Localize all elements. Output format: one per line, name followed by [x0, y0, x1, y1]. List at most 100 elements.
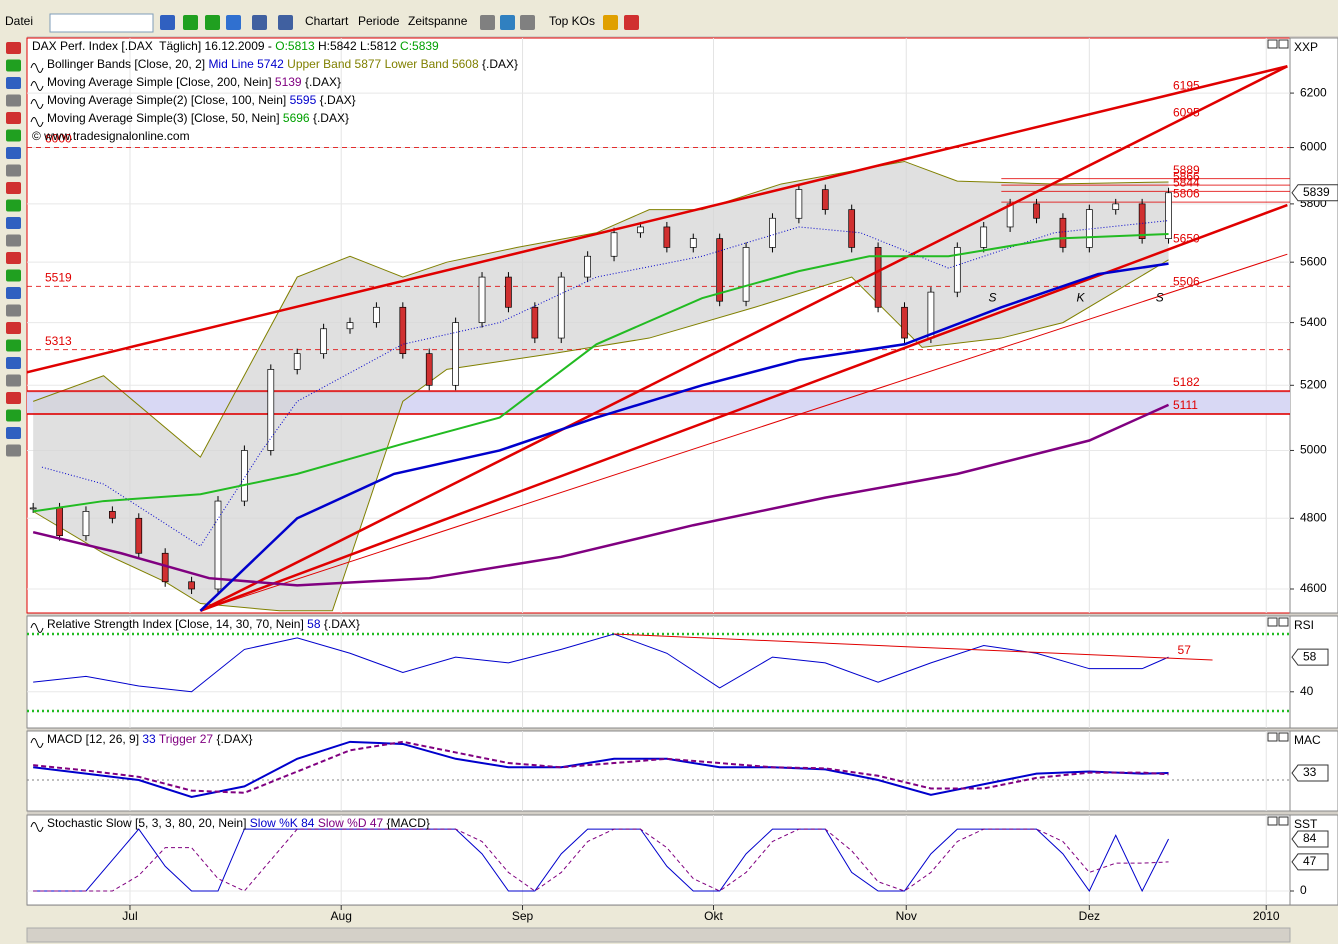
- tool-icon[interactable]: [6, 94, 21, 107]
- tool-icon[interactable]: [6, 357, 21, 369]
- indicator-line: [33, 828, 1169, 892]
- level-label: 5182: [1173, 375, 1200, 389]
- tool-icon[interactable]: [6, 182, 21, 194]
- legend-segment: 58: [307, 617, 321, 631]
- level-label: 5806: [1173, 186, 1200, 200]
- tool-icon[interactable]: [6, 199, 21, 212]
- candle: [1138, 203, 1146, 239]
- tool-icon[interactable]: [6, 164, 21, 177]
- tool-icon[interactable]: [6, 409, 21, 422]
- legend-line: Bollinger Bands [Close, 20, 2] Mid Line …: [47, 57, 518, 71]
- tool-icon[interactable]: [6, 252, 21, 264]
- tool-icon[interactable]: [6, 427, 21, 439]
- level-label: 6000: [45, 132, 72, 146]
- axis-title: RSI: [1294, 618, 1314, 632]
- level-label: 5866: [1173, 169, 1200, 183]
- y-tick-label: 6200: [1300, 85, 1327, 99]
- y-tick-label: 4600: [1300, 581, 1327, 595]
- tool-icon[interactable]: [6, 304, 21, 317]
- tool-icon[interactable]: [6, 234, 21, 247]
- toolbar: [0, 0, 1338, 36]
- candle: [557, 276, 565, 339]
- panel-button[interactable]: [1278, 617, 1289, 627]
- y-tick-label: 5200: [1300, 377, 1327, 391]
- menu-item[interactable]: Zeitspanne: [408, 14, 468, 28]
- level-label: 5506: [1173, 274, 1200, 288]
- search-input[interactable]: [49, 13, 154, 33]
- tool-icon[interactable]: [6, 217, 21, 229]
- candle: [56, 507, 63, 537]
- panel-button[interactable]: [1278, 39, 1289, 49]
- panel-button[interactable]: [1278, 732, 1289, 742]
- legend-segment: {.DAX}: [213, 732, 252, 746]
- panel-button[interactable]: [1267, 732, 1278, 742]
- toolbar-icon[interactable]: [226, 15, 241, 30]
- annotation: S: [989, 290, 997, 304]
- tool-icon[interactable]: [6, 147, 21, 159]
- tool-icon[interactable]: [6, 269, 21, 282]
- tool-icon[interactable]: [6, 322, 21, 334]
- tool-icon[interactable]: [6, 392, 21, 404]
- menu-item[interactable]: Periode: [358, 14, 400, 28]
- candle: [1165, 192, 1172, 239]
- toolbar-icon[interactable]: [480, 15, 495, 30]
- legend-segment: Mid Line 5742: [208, 57, 284, 71]
- menu-item[interactable]: Top KOs: [549, 14, 595, 28]
- tool-icon[interactable]: [6, 77, 21, 89]
- legend-line: © www.tradesignalonline.com: [32, 129, 190, 143]
- toolbar-icon[interactable]: [603, 15, 618, 30]
- tool-icon[interactable]: [6, 374, 21, 387]
- x-tick-label: Aug: [331, 909, 352, 923]
- y-tick-label: 0: [1300, 883, 1307, 897]
- candle: [452, 322, 459, 386]
- legend-segment: Moving Average Simple(3) [Close, 50, Nei…: [47, 111, 283, 125]
- toolbar-icon[interactable]: [205, 15, 220, 30]
- panel-button[interactable]: [1267, 816, 1278, 826]
- menu-item[interactable]: Datei: [5, 14, 33, 28]
- plot: [27, 616, 1290, 728]
- plot: [27, 815, 1290, 905]
- toolbar-icon[interactable]: [252, 15, 267, 30]
- legend-segment: DAX Perf. Index [.DAX Täglich] 16.12.200…: [32, 39, 275, 53]
- legend-icon: [30, 117, 44, 127]
- toolbar-icon[interactable]: [624, 15, 639, 30]
- tool-icon[interactable]: [6, 339, 21, 352]
- legend-icon: [30, 99, 44, 109]
- toolbar-icon[interactable]: [183, 15, 198, 30]
- tool-icon[interactable]: [6, 59, 21, 72]
- candle: [214, 500, 222, 590]
- axis-column: [1289, 615, 1338, 729]
- menu-item[interactable]: Chartart: [305, 14, 349, 28]
- legend-icon: [30, 822, 44, 832]
- tool-icon[interactable]: [6, 112, 21, 124]
- y-tick-label: 5600: [1300, 254, 1327, 268]
- panel-button[interactable]: [1267, 617, 1278, 627]
- candle: [637, 226, 644, 234]
- legend-segment: Slow %K 84: [250, 816, 315, 830]
- panel: [26, 814, 1291, 906]
- annotation: K: [1077, 290, 1086, 304]
- toolbar-icon[interactable]: [278, 15, 293, 30]
- candle: [689, 238, 697, 248]
- panel-button[interactable]: [1267, 39, 1278, 49]
- legend-segment: Upper Band 5877 Lower Band 5608: [284, 57, 479, 71]
- toolbar-icon[interactable]: [500, 15, 515, 30]
- tool-icon[interactable]: [6, 129, 21, 142]
- tool-icon[interactable]: [6, 287, 21, 299]
- level-label: 5111: [1173, 398, 1198, 412]
- tool-icon[interactable]: [6, 42, 21, 54]
- legend-segment: 5696: [283, 111, 310, 125]
- tool-icon[interactable]: [6, 444, 21, 457]
- legend-segment: C:5839: [400, 39, 439, 53]
- scrollbar[interactable]: [26, 927, 1291, 943]
- candle: [346, 322, 354, 330]
- last-value-box: [1291, 648, 1329, 666]
- legend-line: Moving Average Simple [Close, 200, Nein]…: [47, 75, 341, 89]
- toolbar-icon[interactable]: [160, 15, 175, 30]
- toolbar-icon[interactable]: [520, 15, 535, 30]
- panel-button[interactable]: [1278, 816, 1289, 826]
- last-value-box: [1291, 764, 1329, 782]
- band: [27, 391, 1290, 414]
- candle: [1033, 203, 1040, 219]
- bollinger-fill: [33, 161, 1169, 611]
